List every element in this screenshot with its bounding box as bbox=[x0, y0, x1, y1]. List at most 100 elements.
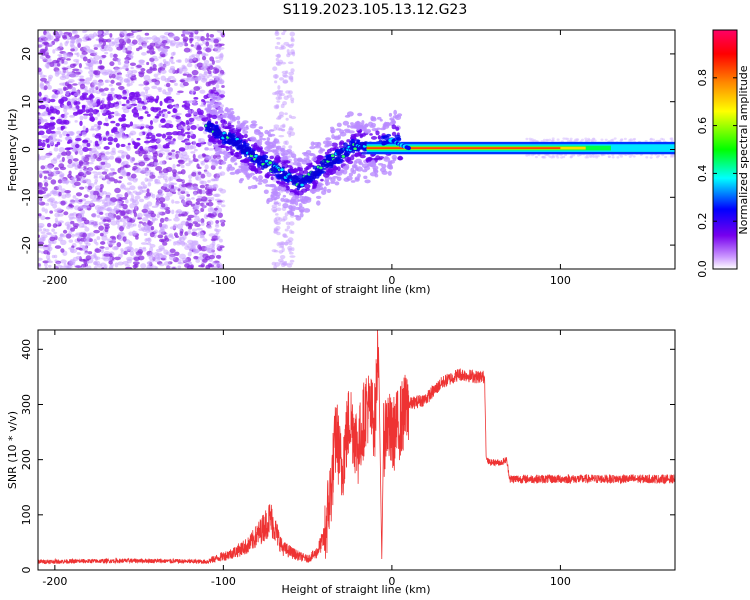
speckle-blob bbox=[81, 51, 88, 55]
speckle-blob bbox=[363, 175, 368, 180]
speckle-blob bbox=[552, 155, 556, 159]
speckle-blob bbox=[353, 160, 357, 165]
speckle-blob bbox=[63, 119, 70, 125]
speckle-blob bbox=[123, 221, 127, 227]
speckle-blob bbox=[44, 208, 48, 214]
speckle-blob bbox=[278, 134, 285, 138]
speckle-blob bbox=[177, 191, 181, 196]
speckle-blob bbox=[56, 261, 61, 265]
speckle-blob bbox=[174, 251, 180, 256]
speckle-blob bbox=[160, 203, 166, 208]
speckle-blob bbox=[89, 99, 96, 105]
speckle-blob bbox=[354, 167, 359, 171]
speckle-blob bbox=[206, 32, 210, 39]
speckle-blob bbox=[221, 140, 227, 145]
speckle-blob bbox=[370, 115, 374, 122]
speckle-blob bbox=[126, 225, 131, 230]
speckle-blob bbox=[110, 120, 116, 124]
speckle-blob bbox=[217, 114, 222, 121]
speckle-blob bbox=[92, 190, 100, 196]
speckle-blob bbox=[78, 63, 83, 69]
speckle-blob bbox=[241, 135, 245, 139]
speckle-blob bbox=[46, 176, 53, 180]
speckle-blob bbox=[240, 162, 247, 166]
speckle-blob bbox=[160, 254, 168, 259]
speckle-blob bbox=[165, 166, 173, 172]
speckle-blob bbox=[181, 30, 189, 35]
speckle-blob bbox=[329, 126, 335, 130]
speckle-blob bbox=[305, 187, 310, 192]
speckle-blob bbox=[611, 156, 615, 159]
speckle-blob bbox=[41, 135, 49, 139]
speckle-blob bbox=[596, 154, 600, 158]
speckle-blob bbox=[85, 255, 92, 261]
speckle-blob bbox=[202, 258, 208, 263]
speckle-blob bbox=[48, 197, 55, 202]
speckle-blob bbox=[59, 82, 66, 86]
speckle-blob bbox=[321, 189, 327, 195]
speckle-blob bbox=[188, 34, 194, 38]
speckle-blob bbox=[116, 46, 123, 51]
speckle-blob bbox=[108, 114, 112, 120]
speckle-blob bbox=[53, 38, 60, 42]
snr-x-tick-label: -100 bbox=[211, 575, 236, 588]
speckle-blob bbox=[121, 196, 128, 200]
speckle-blob bbox=[378, 162, 384, 166]
speckle-blob bbox=[288, 44, 294, 49]
speckle-blob bbox=[75, 143, 80, 149]
speckle-blob bbox=[219, 43, 225, 46]
speckle-blob bbox=[84, 185, 88, 189]
speckle-blob bbox=[338, 141, 343, 146]
speckle-blob bbox=[188, 117, 195, 122]
speckle-blob bbox=[126, 245, 133, 251]
speckle-blob bbox=[91, 89, 98, 94]
speckle-blob bbox=[74, 165, 79, 170]
speckle-blob bbox=[273, 80, 278, 84]
speckle-blob bbox=[232, 116, 238, 121]
speckle-blob bbox=[151, 85, 158, 90]
speckle-blob bbox=[556, 138, 560, 141]
speckle-blob bbox=[184, 131, 191, 135]
speckle-blob bbox=[527, 153, 531, 157]
speckle-blob bbox=[52, 49, 56, 54]
speckle-blob bbox=[129, 157, 136, 163]
speckle-blob bbox=[115, 122, 120, 127]
speckle-blob bbox=[211, 235, 219, 241]
speckle-blob bbox=[280, 103, 285, 109]
speckle-blob bbox=[99, 246, 105, 249]
speckle-blob bbox=[46, 106, 50, 113]
speckle-blob bbox=[40, 50, 46, 54]
speckle-blob bbox=[229, 129, 234, 133]
speckle-blob bbox=[313, 145, 321, 149]
speckle-blob bbox=[63, 60, 68, 65]
speckle-blob bbox=[105, 69, 113, 72]
speckle-blob bbox=[171, 149, 176, 153]
speckle-blob bbox=[157, 234, 164, 239]
speckle-blob bbox=[147, 147, 152, 151]
speckle-blob bbox=[296, 159, 302, 163]
speckle-blob bbox=[275, 180, 280, 184]
speckle-blob bbox=[348, 130, 355, 134]
speckle-blob bbox=[364, 179, 371, 184]
speckle-blob bbox=[244, 157, 249, 163]
speckle-blob bbox=[208, 220, 214, 226]
speckle-blob bbox=[61, 59, 65, 64]
snr-x-axis: -200 -100 0 100 bbox=[42, 330, 571, 588]
speckle-blob bbox=[201, 98, 205, 103]
speckle-blob bbox=[149, 246, 154, 253]
speckle-blob bbox=[203, 71, 209, 76]
speckle-blob bbox=[168, 233, 174, 237]
speckle-blob bbox=[132, 217, 137, 221]
speckle-blob bbox=[274, 31, 280, 36]
speckle-blob bbox=[201, 101, 205, 106]
spectrogram-x-tick-label: 0 bbox=[388, 274, 395, 287]
speckle-blob bbox=[288, 192, 295, 196]
speckle-blob bbox=[226, 114, 234, 119]
speckle-blob bbox=[177, 59, 182, 63]
speckle-blob bbox=[241, 165, 246, 170]
speckle-blob bbox=[160, 226, 165, 231]
speckle-blob bbox=[211, 241, 216, 247]
speckle-blob bbox=[214, 65, 221, 69]
speckle-blob bbox=[252, 146, 256, 151]
speckle-blob bbox=[275, 127, 282, 131]
